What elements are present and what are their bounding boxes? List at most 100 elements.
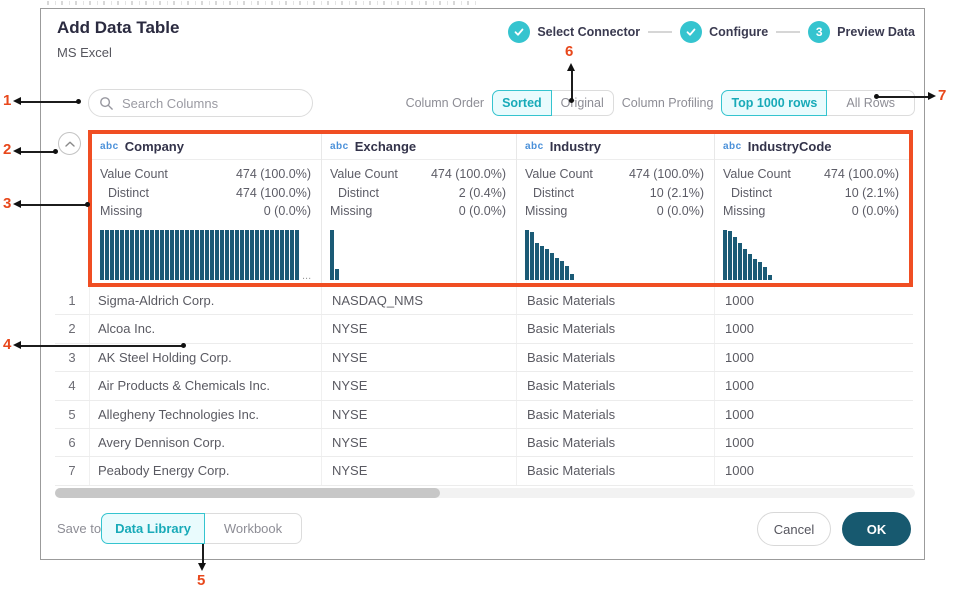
- histogram-bar: [723, 230, 727, 280]
- toggle-option-original[interactable]: Original: [550, 90, 614, 116]
- toggle-option-data-library[interactable]: Data Library: [101, 513, 205, 544]
- histogram-bar: [155, 230, 159, 280]
- stat-row: Distinct 474 (100.0%): [100, 184, 311, 203]
- profile-column-industry: abc Industry Value Count 474 (100.0%) Distin…: [517, 134, 715, 283]
- column-name: Exchange: [354, 139, 417, 154]
- row-number: 3: [55, 343, 90, 372]
- stat-row: Value Count 474 (100.0%): [100, 165, 311, 184]
- table-row: 5 Allegheny Technologies Inc. NYSE Basic Ma…: [55, 400, 913, 429]
- callout-6: 6: [565, 43, 574, 60]
- step-select-connector[interactable]: Select Connector: [508, 21, 640, 43]
- stat-row: Value Count 474 (100.0%): [525, 165, 704, 184]
- histogram-bar: [525, 230, 529, 280]
- histogram-bar: [535, 243, 539, 280]
- histogram-bar: [733, 237, 737, 280]
- toggle-option-top-1000-rows[interactable]: Top 1000 rows: [721, 90, 828, 116]
- histogram-bar: [160, 230, 164, 280]
- stat-row: Value Count 474 (100.0%): [723, 165, 899, 184]
- histogram-bar: [260, 230, 264, 280]
- column-name: Company: [124, 139, 184, 154]
- stat-value: 0 (0.0%): [263, 204, 311, 218]
- histogram-bar: [540, 246, 544, 280]
- column-profiling-toggle: Top 1000 rows All Rows: [721, 90, 915, 116]
- stat-value: 474 (100.0%): [628, 167, 704, 181]
- step-divider: [776, 31, 801, 33]
- stat-label: Missing: [525, 204, 568, 218]
- toggle-option-workbook[interactable]: Workbook: [204, 513, 302, 544]
- stat-value: 474 (100.0%): [235, 167, 311, 181]
- toggle-option-all-rows[interactable]: All Rows: [826, 90, 915, 116]
- histogram-bar: [105, 230, 109, 280]
- step-configure[interactable]: Configure: [680, 21, 768, 43]
- cell-industrycode: 1000: [725, 463, 754, 479]
- preview-rows: 1 Sigma-Aldrich Corp. NASDAQ_NMS Basic Mate…: [55, 287, 913, 486]
- histogram-bar: [240, 230, 244, 280]
- cell-exchange: NYSE: [322, 428, 517, 457]
- callout-6-arrowhead: [567, 63, 575, 71]
- callout-1-arrowhead: [13, 97, 21, 105]
- cell-company: Air Products & Chemicals Inc.: [90, 372, 322, 400]
- histogram-bar: [255, 230, 259, 280]
- stat-value: 474 (100.0%): [430, 167, 506, 181]
- stat-label: Value Count: [525, 167, 593, 181]
- cell-exchange: NYSE: [322, 457, 517, 485]
- table-row: 2 Alcoa Inc. NYSE Basic Materials 1000: [55, 315, 913, 344]
- stat-label: Distinct: [108, 185, 149, 200]
- stat-label: Value Count: [100, 167, 168, 181]
- table-row: 6 Avery Dennison Corp. NYSE Basic Materials…: [55, 428, 913, 458]
- histogram-bar: [130, 230, 134, 280]
- search-input[interactable]: [122, 95, 302, 111]
- step-preview-data[interactable]: 3 Preview Data: [808, 21, 915, 43]
- scrollbar-thumb[interactable]: [55, 488, 440, 498]
- histogram-bar: [285, 230, 289, 280]
- column-name: IndustryCode: [747, 139, 832, 154]
- callout-2-dot: [53, 149, 58, 154]
- stat-value: 0 (0.0%): [656, 204, 704, 218]
- callout-2-line: [19, 151, 55, 153]
- column-stats: Value Count 474 (100.0%) Distinct 10 (2.1%)…: [715, 160, 909, 221]
- column-stats: Value Count 474 (100.0%) Distinct 10 (2.1%)…: [517, 160, 714, 221]
- toggle-option-sorted[interactable]: Sorted: [492, 90, 552, 116]
- histogram-bar: [145, 230, 149, 280]
- column-histogram: [322, 221, 516, 284]
- cell-industry: Basic Materials: [517, 287, 715, 315]
- column-header[interactable]: abc Industry: [517, 134, 714, 160]
- column-header[interactable]: abc Company: [92, 134, 321, 160]
- stat-label: Missing: [723, 204, 766, 218]
- table-row: 7 Peabody Energy Corp. NYSE Basic Materials…: [55, 457, 913, 486]
- histogram-bar: [210, 230, 214, 280]
- cell-industry: Basic Materials: [517, 315, 715, 343]
- horizontal-scrollbar[interactable]: [55, 488, 915, 498]
- histogram-bar: [200, 230, 204, 280]
- collapse-profiling-button[interactable]: [58, 132, 81, 155]
- step-label: Configure: [709, 25, 769, 39]
- cell-industry: Basic Materials: [517, 400, 715, 428]
- column-header[interactable]: abc IndustryCode: [715, 134, 909, 160]
- histogram-bar: [270, 230, 274, 280]
- callout-2: 2: [3, 141, 12, 158]
- cell-company: Avery Dennison Corp.: [90, 428, 322, 457]
- stat-row: Missing 0 (0.0%): [100, 202, 311, 221]
- cell-exchange: NYSE: [322, 343, 517, 372]
- histogram-bar: [115, 230, 119, 280]
- stat-row: Distinct 10 (2.1%): [525, 184, 704, 203]
- cancel-button[interactable]: Cancel: [757, 512, 831, 546]
- text-type-icon: abc: [100, 141, 119, 152]
- cell-exchange: NYSE: [322, 372, 517, 400]
- cell-industry: Basic Materials: [517, 372, 715, 400]
- callout-7-dot: [874, 94, 879, 99]
- profile-column-company: abc Company Value Count 474 (100.0%) Distinc…: [92, 134, 322, 283]
- step-label: Preview Data: [837, 25, 915, 39]
- row-number: 2: [55, 315, 90, 343]
- histogram-bar: [225, 230, 229, 280]
- ok-button[interactable]: OK: [842, 512, 911, 546]
- stat-row: Value Count 474 (100.0%): [330, 165, 506, 184]
- histogram-bar: [560, 261, 564, 280]
- stat-value: 0 (0.0%): [458, 204, 506, 218]
- histogram-bar: [250, 230, 254, 280]
- profile-columns: abc Company Value Count 474 (100.0%) Distinc…: [92, 134, 909, 283]
- histogram-bar: [170, 230, 174, 280]
- column-header[interactable]: abc Exchange: [322, 134, 516, 160]
- callout-1-line: [19, 101, 78, 103]
